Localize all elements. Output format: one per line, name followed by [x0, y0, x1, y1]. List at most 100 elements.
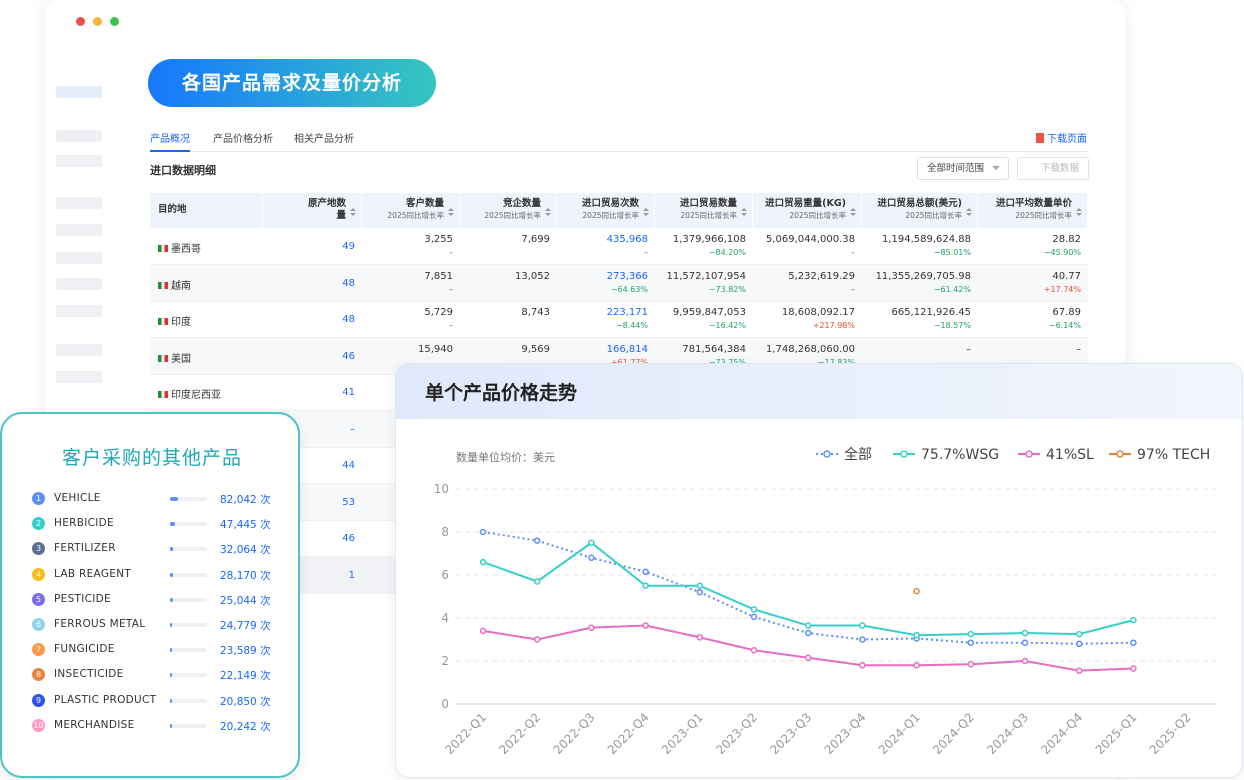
sidebar-item[interactable] — [56, 197, 102, 209]
x-tick-label: 2023-Q3 — [767, 710, 814, 757]
cell-value: 1 — [348, 569, 355, 581]
cell-value: 223,171 — [606, 307, 648, 318]
sidebar-item[interactable] — [56, 155, 102, 167]
download-page[interactable]: 下载页面 — [1036, 130, 1087, 145]
tab[interactable]: 相关产品分析 — [294, 134, 354, 145]
product-item: 6 FERROUS METAL 24,779 次 — [32, 615, 282, 635]
sidebar-item[interactable] — [56, 305, 102, 317]
cell-value: 40.77 — [1052, 270, 1081, 282]
time-range-select[interactable]: 全部时间范围 — [917, 157, 1009, 180]
dot — [93, 17, 102, 26]
data-point — [479, 558, 487, 566]
header-title: 目的地 — [158, 204, 187, 215]
data-point — [804, 629, 812, 637]
legend-marker — [1116, 450, 1124, 458]
column-header[interactable]: 客户数量 2025同比增长率 — [362, 193, 460, 228]
data-point — [696, 582, 704, 589]
tab-indicator — [150, 150, 190, 152]
product-item: 2 HERBICIDE 47,445 次 — [32, 514, 282, 534]
country-name: 印度 — [171, 317, 191, 328]
growth-rate: −61.42% — [933, 284, 971, 294]
bar-track — [170, 497, 207, 501]
data-point — [967, 639, 975, 646]
sidebar-item[interactable] — [56, 130, 102, 142]
bar-track — [170, 673, 207, 678]
column-header[interactable]: 进口贸易重量(KG) 2025同比增长率 — [753, 193, 862, 228]
count-bar — [170, 597, 173, 602]
cell-value: 5,069,044,000.38 — [765, 234, 855, 245]
table-cell: 1,194,589,624.88 −85.01% — [862, 228, 978, 265]
column-header[interactable]: 进口贸易数量 2025同比增长率 — [655, 193, 753, 228]
table-cell: 8,743 — [460, 301, 557, 338]
growth-rate: +17.74% — [1043, 284, 1081, 294]
x-tick-label: 2022-Q4 — [605, 710, 652, 757]
data-point — [1130, 616, 1137, 624]
country-cell: 越南 — [158, 277, 191, 292]
sidebar-item[interactable] — [56, 344, 102, 356]
table-cell: 223,171 −8.44% — [557, 301, 655, 338]
sidebar-item[interactable] — [56, 86, 102, 98]
growth-rate: −8.44% — [615, 321, 648, 330]
column-header[interactable]: 进口平均数量单价 2025同比增长率 — [978, 193, 1088, 228]
product-name: LAB REAGENT — [54, 567, 132, 580]
x-tick-label: 2023-Q1 — [659, 710, 706, 757]
country-name: 墨西哥 — [171, 244, 201, 255]
table-cell: 1 — [263, 557, 362, 594]
sidebar-item[interactable] — [56, 224, 102, 236]
table-cell: 7,699 — [460, 228, 557, 265]
count-label: 47,445 次 — [220, 519, 271, 532]
data-point — [859, 636, 866, 643]
flag-icon — [158, 281, 168, 289]
rank-badge: 2 — [32, 517, 45, 531]
table-cell: 781,564,384 −73.75% — [655, 338, 753, 375]
growth-rate: −18.57% — [933, 321, 971, 330]
data-point — [1021, 629, 1029, 637]
sidebar-item[interactable] — [56, 252, 102, 264]
x-tick-label: 2024-Q2 — [930, 710, 977, 757]
card-header — [396, 364, 1242, 419]
cell-value: 18,608,092.17 — [781, 307, 855, 318]
bar-track — [170, 698, 207, 703]
cell-value: 1,194,589,624.88 — [881, 234, 971, 245]
tab[interactable]: 产品价格分析 — [213, 134, 273, 145]
count-bar — [170, 673, 173, 678]
tab[interactable]: 产品概况 — [150, 134, 190, 145]
cell-value: 166,814 — [606, 343, 648, 355]
growth-rate: −85.01% — [933, 248, 971, 257]
product-item: 8 INSECTICIDE 22,149 次 — [32, 665, 282, 685]
sidebar-item[interactable] — [56, 278, 102, 290]
country-name: 越南 — [171, 280, 191, 292]
growth-rate: – — [449, 284, 453, 294]
count-bar — [170, 623, 173, 627]
data-point — [913, 631, 920, 639]
sidebar-item[interactable] — [56, 371, 102, 383]
column-header[interactable]: 进口贸易总额(美元) 2025同比增长率 — [862, 193, 978, 228]
table-cell: 46 — [263, 338, 362, 375]
column-header[interactable]: 进口贸易次数 2025同比增长率 — [557, 193, 655, 228]
table-cell: 28.82 −45.90% — [978, 228, 1088, 265]
x-tick-label: 2025-Q2 — [1147, 710, 1194, 757]
y-axis-label: 数量单位均价：美元 — [456, 450, 555, 464]
product-name: INSECTICIDE — [54, 668, 124, 681]
legend-label: 97% TECH — [1137, 447, 1210, 463]
bar-track — [170, 723, 207, 728]
download-data-button[interactable]: 下载数据 — [1017, 157, 1089, 180]
table-row: 印度 48 5,729 – 8,743 223,171 −8.44% 9,959,847,05… — [150, 301, 1088, 338]
growth-rate: −64.63% — [610, 284, 648, 294]
cell-value: 9,569 — [521, 343, 550, 355]
column-header[interactable]: 原产地数量 — [263, 193, 362, 228]
table-cell: 18,608,092.17 +217.98% — [753, 301, 862, 338]
product-name: PESTICIDE — [54, 592, 111, 605]
count-bar — [170, 723, 173, 728]
product-name: FERROUS METAL — [54, 618, 146, 630]
cell-value: 781,564,384 — [682, 343, 746, 355]
count-label: 22,149 次 — [220, 670, 271, 683]
bar-track — [170, 547, 207, 552]
product-item: 5 PESTICIDE 25,044 次 — [32, 590, 282, 610]
cell-value: 44 — [342, 460, 355, 471]
header-title: 竞企数量 — [502, 198, 541, 209]
table-cell: 41 — [263, 374, 362, 411]
column-header[interactable]: 竞企数量 2025同比增长率 — [460, 193, 557, 228]
rank-badge: 1 — [32, 492, 45, 505]
